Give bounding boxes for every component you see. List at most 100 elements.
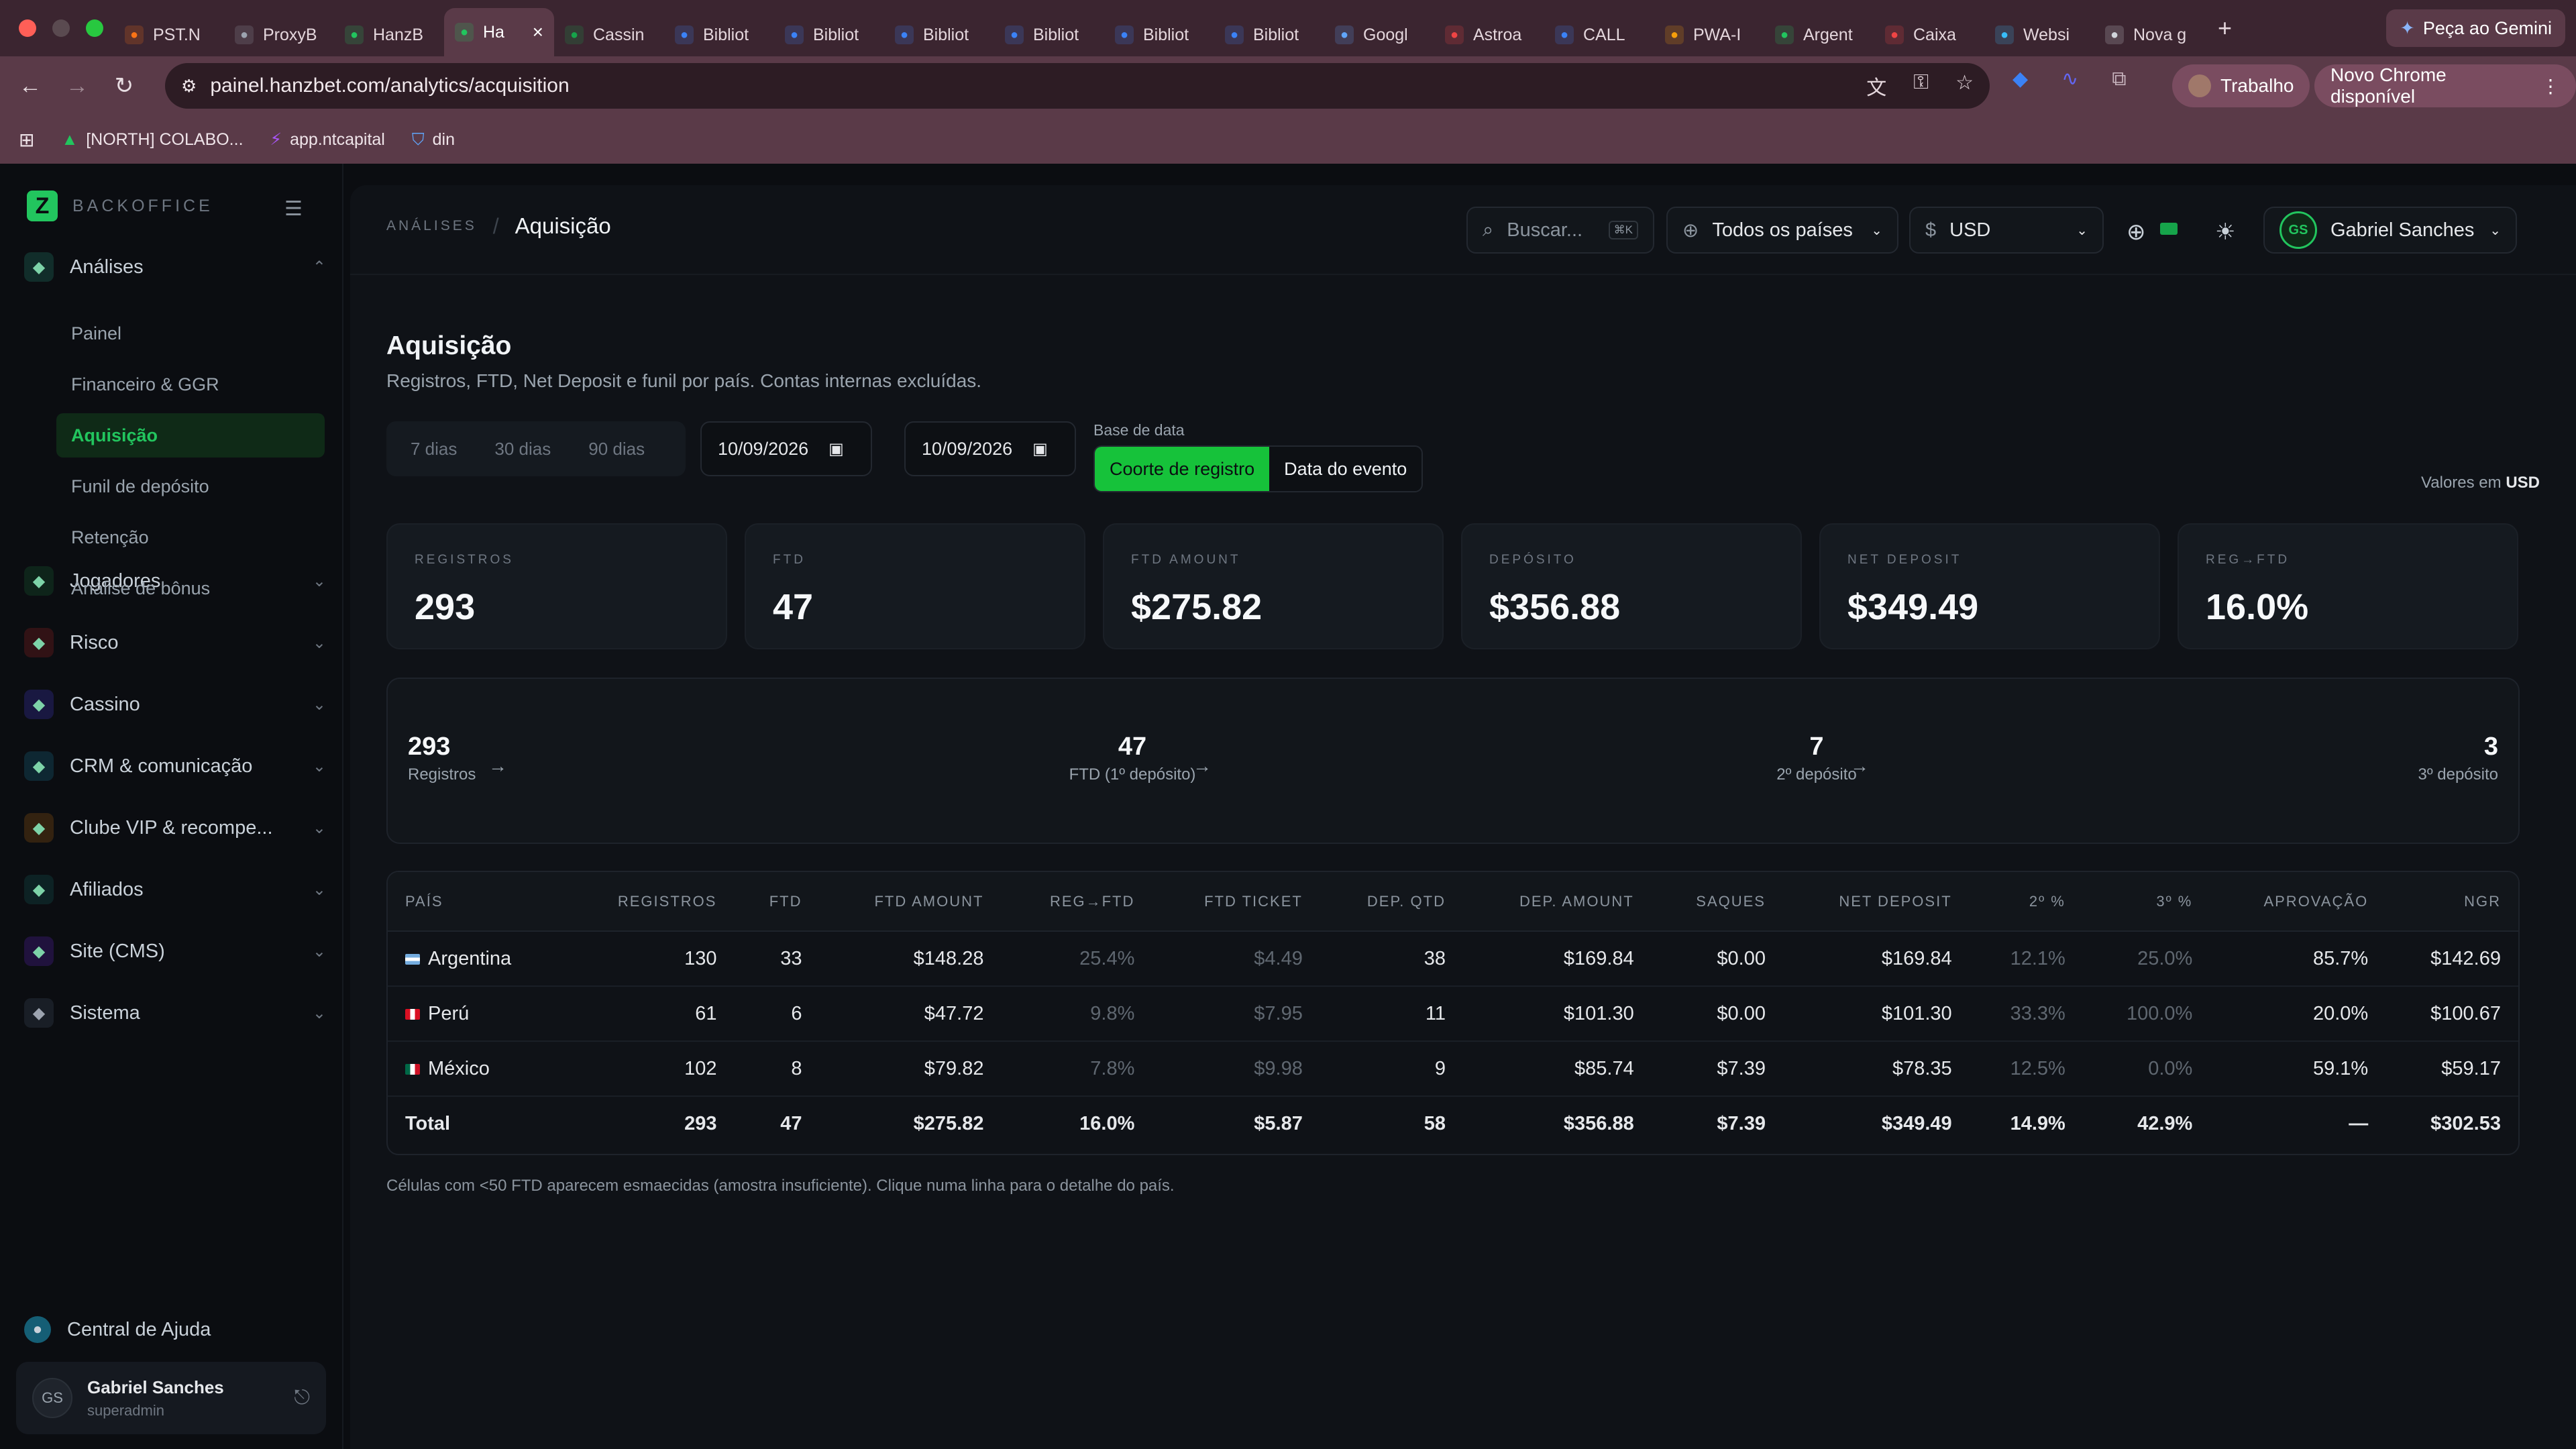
date-base-registration[interactable]: Coorte de registro <box>1095 447 1270 491</box>
extension-tag-icon[interactable]: ◆ <box>2012 68 2029 90</box>
date-from-input[interactable]: 10/09/2026 ▣ <box>700 421 872 476</box>
search-input[interactable]: ⌕ Buscar... ⌘K <box>1466 207 1654 254</box>
tab-label: Googl <box>1363 25 1408 44</box>
profile-button[interactable]: Trabalho <box>2172 64 2310 107</box>
maximize-window-icon[interactable] <box>86 19 103 37</box>
bookmark-north[interactable]: ▲ [NORTH] COLABO... <box>61 130 243 150</box>
user-menu[interactable]: GS Gabriel Sanches ⌄ <box>2263 207 2517 254</box>
sidebar-group-crm[interactable]: ◆ CRM & comunicação ⌄ <box>24 743 326 789</box>
column-header[interactable]: FTD <box>734 872 820 932</box>
browser-tab[interactable]: ● CALL <box>1544 13 1654 56</box>
language-globe-icon[interactable]: ⊕ <box>2127 219 2146 245</box>
sidebar-group-clube[interactable]: ◆ Clube VIP & recompe... ⌄ <box>24 805 326 851</box>
sidebar-group-afiliados[interactable]: ◆ Afiliados ⌄ <box>24 867 326 912</box>
column-header[interactable]: SAQUES <box>1651 872 1783 932</box>
theme-sun-icon[interactable]: ☀ <box>2215 219 2236 245</box>
browser-tab[interactable]: ● PWA-I <box>1654 13 1764 56</box>
browser-tab[interactable]: ● Argent <box>1764 13 1874 56</box>
table-row[interactable]: México 102 8 $79.82 7.8% $9.98 9 $85.74 $7.39 $78… <box>388 1041 2518 1097</box>
range-7d[interactable]: 7 dias <box>411 438 458 459</box>
breadcrumb-parent[interactable]: ANÁLISES <box>386 218 477 233</box>
browser-tab[interactable]: ● Cassin <box>554 13 664 56</box>
password-key-icon[interactable]: ⚿ <box>1913 71 1929 93</box>
browser-tab[interactable]: ● Bibliot <box>664 13 774 56</box>
kpi-value: 47 <box>773 587 814 627</box>
sidebar-item-0[interactable]: Painel <box>56 311 325 356</box>
column-header[interactable]: PAÍS <box>388 872 566 932</box>
sidebar-group-risco[interactable]: ◆ Risco ⌄ <box>24 620 326 665</box>
column-header[interactable]: NGR <box>2385 872 2518 932</box>
browser-tab[interactable]: ● Websi <box>1984 13 2094 56</box>
translate-icon[interactable]: 文 <box>1866 77 1887 99</box>
sidebar-item-1[interactable]: Financeiro & GGR <box>56 362 325 407</box>
address-bar[interactable]: ⚙ painel.hanzbet.com/analytics/acquisiti… <box>165 63 1990 109</box>
browser-tab[interactable]: ● Bibliot <box>884 13 994 56</box>
column-header[interactable]: DEP. QTD <box>1320 872 1463 932</box>
country-select[interactable]: ⊕ Todos os países ⌄ <box>1666 207 1898 254</box>
browser-tab[interactable]: ● HanzB <box>334 13 444 56</box>
column-header[interactable]: APROVAÇÃO <box>2210 872 2386 932</box>
sidebar-collapse-icon[interactable]: ☰ <box>284 198 303 220</box>
total-cell: $356.88 <box>1563 1113 1634 1134</box>
column-header[interactable]: FTD TICKET <box>1152 872 1320 932</box>
table-row[interactable]: Perú 61 6 $47.72 9.8% $7.95 11 $101.30 $0.00 $101… <box>388 986 2518 1042</box>
column-header[interactable]: 3º % <box>2082 872 2210 932</box>
forward-icon[interactable]: → <box>66 72 89 99</box>
column-header[interactable]: FTD AMOUNT <box>819 872 1002 932</box>
sidebar-item-4[interactable]: Retenção <box>56 515 325 559</box>
bookmark-din[interactable]: ⛉ din <box>412 130 455 150</box>
chrome-update-button[interactable]: Novo Chrome disponível ⋮ <box>2314 64 2576 107</box>
gemini-button[interactable]: ✦ Peça ao Gemini <box>2386 9 2565 47</box>
calendar-icon[interactable]: ▣ <box>828 439 844 458</box>
browser-tab[interactable]: ● Googl <box>1324 13 1434 56</box>
sidebar-group-análises[interactable]: ◆ Análises ⌃ <box>24 244 326 290</box>
sidebar-user-card[interactable]: GS Gabriel Sanches superadmin ⎋ <box>16 1362 326 1434</box>
sidebar-group-cassino[interactable]: ◆ Cassino ⌄ <box>24 682 326 727</box>
browser-tab[interactable]: ● ProxyB <box>224 13 334 56</box>
apps-grid-icon[interactable]: ⊞ <box>19 129 35 150</box>
bookmarks-bar: ⊞ ▲ [NORTH] COLABO... ⚡ app.ntcapital ⛉ … <box>0 115 2576 164</box>
calendar-icon[interactable]: ▣ <box>1032 439 1048 458</box>
browser-tab[interactable]: ● Ha × <box>444 8 554 56</box>
logout-icon[interactable]: ⎋ <box>294 1387 310 1409</box>
bookmark-ntcapital[interactable]: ⚡ app.ntcapital <box>270 129 385 150</box>
close-tab-icon[interactable]: × <box>532 21 543 42</box>
extensions-puzzle-icon[interactable]: ⧉ <box>2112 67 2127 90</box>
reload-icon[interactable]: ↻ <box>114 73 134 99</box>
minimize-window-icon[interactable] <box>52 19 70 37</box>
browser-tab[interactable]: ● Bibliot <box>1214 13 1324 56</box>
date-to-input[interactable]: 10/09/2026 ▣ <box>904 421 1076 476</box>
column-header[interactable]: 2º % <box>1969 872 2083 932</box>
bookmark-star-icon[interactable]: ☆ <box>1955 72 1974 94</box>
help-center-link[interactable]: ● Central de Ajuda <box>24 1316 211 1343</box>
extension-wave-icon[interactable]: ∿ <box>2061 68 2079 90</box>
range-90d[interactable]: 90 dias <box>588 438 645 459</box>
new-tab-button[interactable]: + <box>2218 14 2233 42</box>
tab-label: Bibliot <box>1253 25 1299 44</box>
currency-select[interactable]: $ USD ⌄ <box>1909 207 2104 254</box>
column-header[interactable]: NET DEPOSIT <box>1782 872 1970 932</box>
browser-tab[interactable]: ● Astroa <box>1434 13 1544 56</box>
sidebar-group-sistema[interactable]: ◆ Sistema ⌄ <box>24 990 326 1036</box>
sidebar-group-jogadores[interactable]: ◆ Jogadores ⌄ <box>24 558 326 604</box>
column-header[interactable]: REG→FTD <box>1001 872 1152 932</box>
range-30d[interactable]: 30 dias <box>494 438 551 459</box>
sidebar-item-5[interactable]: Análise de bônus <box>56 566 325 610</box>
browser-tab[interactable]: ● Caixa <box>1874 13 1984 56</box>
date-base-event[interactable]: Data do evento <box>1269 447 1422 491</box>
browser-tab[interactable]: ● Bibliot <box>774 13 884 56</box>
browser-tab[interactable]: ● Bibliot <box>1104 13 1214 56</box>
column-header[interactable]: DEP. AMOUNT <box>1462 872 1652 932</box>
globe-icon: ⊕ <box>1682 219 1699 241</box>
close-window-icon[interactable] <box>19 19 36 37</box>
sidebar-item-3[interactable]: Funil de depósito <box>56 464 325 508</box>
browser-tab[interactable]: ● PST.N <box>114 13 224 56</box>
table-row[interactable]: Argentina 130 33 $148.28 25.4% $4.49 38 $169.84… <box>388 931 2518 987</box>
site-info-icon[interactable]: ⚙ <box>181 75 197 96</box>
browser-tab[interactable]: ● Bibliot <box>994 13 1104 56</box>
sidebar-item-2[interactable]: Aquisição <box>56 413 325 458</box>
sidebar-group-site[interactable]: ◆ Site (CMS) ⌄ <box>24 928 326 974</box>
back-icon[interactable]: ← <box>19 72 42 99</box>
browser-tab[interactable]: ● Nova g <box>2094 13 2204 56</box>
column-header[interactable]: REGISTROS <box>565 872 735 932</box>
